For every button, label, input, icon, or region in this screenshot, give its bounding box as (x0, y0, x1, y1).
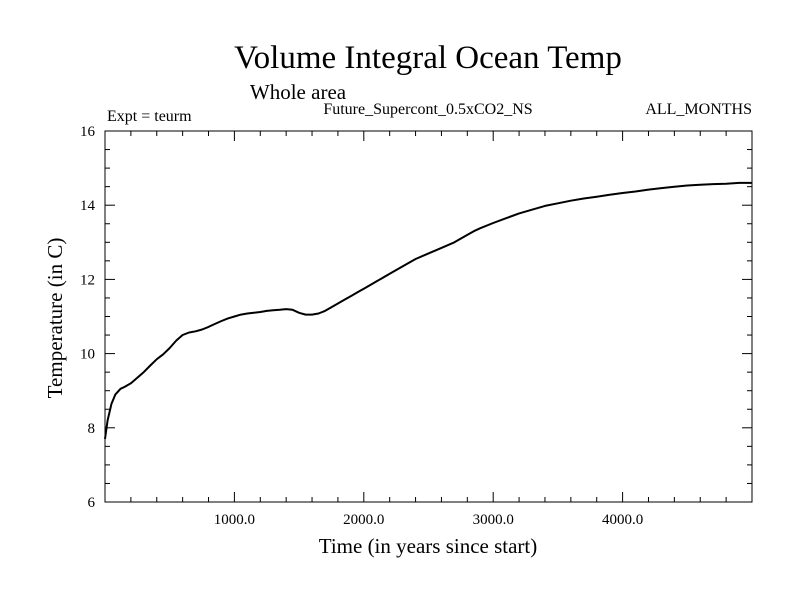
x-tick-label: 3000.0 (473, 512, 514, 528)
x-tick-label: 4000.0 (602, 512, 643, 528)
y-tick-label: 10 (80, 347, 95, 363)
y-axis-label: Temperature (in C) (43, 238, 67, 399)
months-label: ALL_MONTHS (645, 101, 752, 118)
y-tick-label: 16 (80, 124, 96, 140)
axis-ticks (105, 130, 752, 503)
axis-tick-labels: 1000.0 2000.0 3000.0 4000.0 6 8 10 12 14 16 (80, 124, 643, 528)
x-tick-label: 1000.0 (214, 512, 255, 528)
chart-title: Volume Integral Ocean Temp (234, 40, 622, 76)
y-tick-label: 8 (88, 421, 96, 437)
plot-frame (104, 130, 753, 503)
x-axis-label: Time (in years since start) (319, 534, 538, 558)
chart-subtitle: Whole area (250, 80, 347, 104)
series-line (104, 181, 752, 440)
x-tick-label: 2000.0 (343, 512, 384, 528)
y-tick-label: 14 (80, 198, 96, 214)
experiment-label: Expt = teurm (107, 108, 192, 125)
run-name-label: Future_Supercont_0.5xCO2_NS (323, 101, 532, 118)
y-tick-label: 12 (80, 272, 95, 288)
y-tick-label: 6 (88, 495, 96, 511)
series-group (104, 181, 752, 440)
